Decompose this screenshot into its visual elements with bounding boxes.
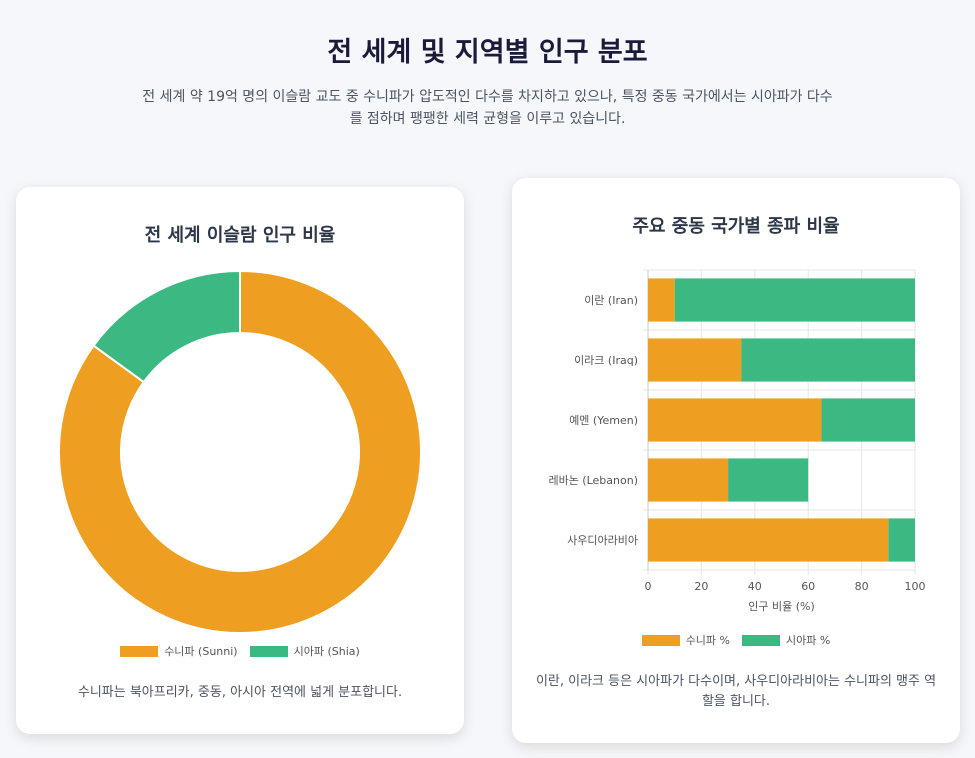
bar-shia[interactable] <box>821 398 915 442</box>
x-tick-label: 20 <box>694 580 708 593</box>
x-axis-label: 인구 비율 (%) <box>748 600 815 613</box>
legend-label-shia-pct: 시아파 % <box>786 634 831 647</box>
x-tick-label: 40 <box>748 580 762 593</box>
donut-slice-sunni[interactable] <box>58 269 422 634</box>
legend-item-shia[interactable]: 시아파 (Shia) <box>249 643 360 659</box>
donut-note: 수니파는 북아프리카, 중동, 아시아 전역에 넓게 분포합니다. <box>77 685 403 700</box>
legend-label-sunni: 수니파 (Sunni) <box>164 645 238 658</box>
bar-shia[interactable] <box>674 278 915 322</box>
donut-legend: 수니파 (Sunni) 시아파 (Shia) <box>16 643 464 659</box>
global-ratio-card: 전 세계 이슬람 인구 비율 수니파 (Sunni) 시아파 (Shia) 수니… <box>16 187 464 734</box>
bar-legend: 수니파 % 시아파 % <box>512 632 960 648</box>
y-tick-label: 레바논 (Lebanon) <box>548 474 638 487</box>
stacked-bar-chart: 0 20 40 60 80 100 이란 (Iran) 이라크 (Iraq) 예멘 (Yemen… <box>548 269 926 613</box>
legend-item-sunni-pct[interactable]: 수니파 % <box>641 632 730 648</box>
legend-swatch-shia <box>249 645 288 657</box>
bar-sunni[interactable] <box>648 398 822 442</box>
legend-label-sunni-pct: 수니파 % <box>685 634 730 647</box>
y-tick-label: 이라크 (Iraq) <box>574 354 638 367</box>
bar-sunni[interactable] <box>648 278 675 322</box>
legend-item-sunni[interactable]: 수니파 (Sunni) <box>120 643 238 659</box>
y-tick-label: 이란 (Iran) <box>584 294 638 307</box>
bar-sunni[interactable] <box>648 458 729 502</box>
page-title: 전 세계 및 지역별 인구 분포 <box>327 37 648 68</box>
bar-chart-title: 주요 중동 국가별 종파 비율 <box>632 216 840 237</box>
bar-sunni[interactable] <box>648 338 742 382</box>
donut-slice-shia[interactable] <box>92 269 241 384</box>
x-tick-label: 0 <box>645 580 652 593</box>
bar-shia[interactable] <box>728 458 809 502</box>
donut-chart <box>58 269 422 634</box>
bar-shia[interactable] <box>741 338 915 382</box>
legend-swatch-sunni-pct <box>641 634 680 646</box>
x-tick-label: 60 <box>801 580 815 593</box>
donut-chart-title: 전 세계 이슬람 인구 비율 <box>144 225 336 246</box>
bar-sunni[interactable] <box>648 518 889 562</box>
x-tick-label: 100 <box>905 580 926 593</box>
y-tick-label: 예멘 (Yemen) <box>569 414 638 427</box>
y-tick-label: 사우디아라비아 <box>567 534 638 547</box>
legend-item-shia-pct[interactable]: 시아파 % <box>742 632 830 648</box>
country-ratio-card: 주요 중동 국가별 종파 비율 0 20 40 60 80 100 이란 (Iran) 이라크… <box>512 178 960 743</box>
legend-label-shia: 시아파 (Shia) <box>293 645 360 658</box>
x-tick-label: 80 <box>855 580 869 593</box>
page-subtitle: 전 세계 약 19억 명의 이슬람 교도 중 수니파가 압도적인 다수를 차지하… <box>142 89 833 127</box>
legend-swatch-sunni <box>120 645 159 657</box>
legend-swatch-shia-pct <box>742 634 780 646</box>
bar-shia[interactable] <box>888 518 915 562</box>
bar-note: 이란, 이라크 등은 시아파가 다수이며, 사우디아라비아는 수니파의 맹주 역… <box>535 674 937 709</box>
